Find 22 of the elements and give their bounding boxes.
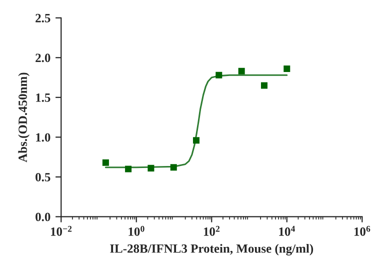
point <box>238 68 245 74</box>
x-tick-label: 10$^{0}$ <box>128 226 144 236</box>
y-tick-label: 0.0 <box>36 212 50 222</box>
x-axis-title: IL-28B/IFNL3 Protein, Mouse (ng/ml) <box>110 244 314 256</box>
y-tick-label: 1.0 <box>36 133 50 142</box>
point <box>192 137 200 144</box>
x-tick-label: 10$^{2}$ <box>204 226 220 236</box>
point <box>170 164 177 171</box>
y-tick-label: 2.0 <box>36 54 50 62</box>
point <box>284 66 290 72</box>
point <box>125 166 132 172</box>
x-tick-label: 10$^{−2}$ <box>50 226 72 236</box>
x-tick-label: 10$^{4}$ <box>279 226 296 236</box>
point <box>216 72 222 78</box>
point <box>148 164 154 172</box>
y-tick-label: 2.5 <box>36 14 50 22</box>
y-axis-title: Abs.(OD.450nm) <box>18 72 30 162</box>
x-tick-label: 10$^{6}$ <box>354 226 370 236</box>
point <box>102 159 109 166</box>
y-tick-label: 1.5 <box>36 93 50 102</box>
point <box>260 82 268 89</box>
y-tick-label: 0.5 <box>36 172 50 182</box>
